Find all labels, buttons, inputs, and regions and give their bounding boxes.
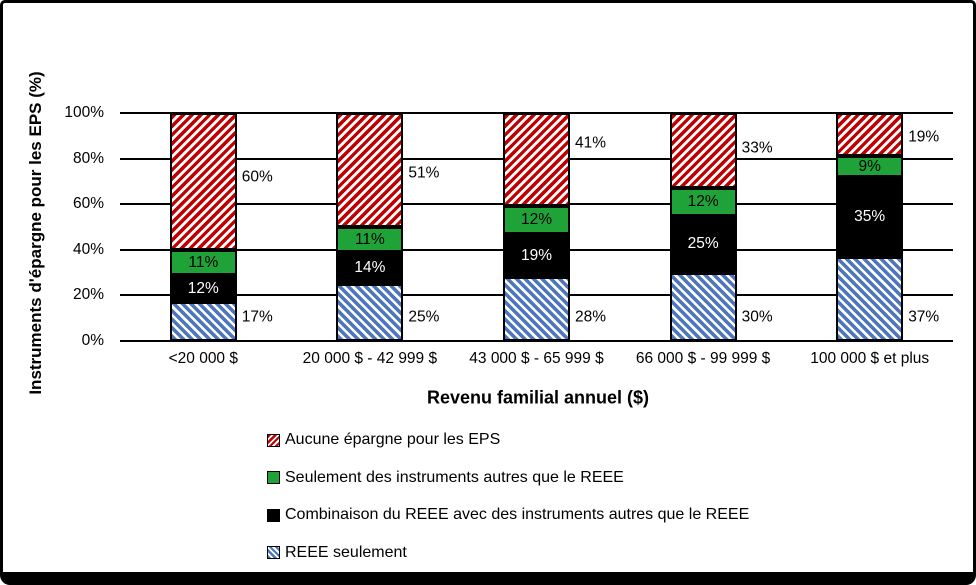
data-label: 28% [575,308,607,326]
bar-segment-red-hatch [669,113,737,189]
legend-marker [267,508,280,522]
data-label: 17% [241,307,273,325]
bar-segment-solid-black: 12% [169,274,237,303]
legend-item: Aucune épargne pour les EPS [267,430,500,450]
data-label: 33% [741,138,773,156]
data-label: 11% [188,253,219,271]
x-category-label: <20 000 $ [168,350,238,367]
legend-item-label: Aucune épargne pour les EPS [285,431,501,448]
legend-item-label: Combinaison du REEE avec des instruments… [285,506,750,523]
data-label: 12% [187,279,219,297]
x-axis-title: Revenu familial annuel ($) [426,387,650,408]
data-label: 30% [741,308,773,326]
data-label: 19% [520,246,553,264]
bar-segment-red-hatch [503,113,570,207]
legend-marker [267,546,280,559]
bar-segment-solid-black: 25% [669,215,737,273]
bar-segment-solid-black: 19% [503,233,570,278]
stacked-bar-chart: 17% 12% 11% 60% 25% 14% 11% 51% 28% 19% 12% 41% 30% 2… [120,112,953,342]
bar-segment-solid-green: 12% [669,188,737,216]
legend-item-label: REEE seulement [285,543,407,561]
legend-marker [267,471,280,484]
bar-segment-solid-green: 11% [169,249,237,275]
bar-segment-solid-green: 9% [836,156,904,177]
bar-segment-solid-black: 35% [836,176,904,257]
x-category-label: 66 000 $ - 99 999 $ [635,350,771,367]
bar-segment-solid-green: 11% [336,227,404,253]
y-tick-label: 100% [64,104,104,121]
legend-item: Seulement des instruments autres que le … [267,468,624,488]
data-label: 14% [354,259,386,277]
bar-segment-blue-hatch [669,272,737,341]
x-category-label: 100 000 $ et plus [810,350,930,367]
y-tick-label: 40% [72,240,104,258]
x-category-label: 20 000 $ - 42 999 $ [302,350,438,367]
data-label: 19% [908,127,940,145]
data-label: 25% [687,235,719,253]
data-label: 25% [408,307,440,325]
data-label: 9% [858,157,881,175]
y-tick-label: 20% [72,286,104,304]
legend-item: REEE seulement [267,543,407,563]
legend-item: Combinaison du REEE avec des instruments… [267,505,749,525]
bar-segment-blue-hatch [836,256,904,341]
bar-segment-solid-green: 12% [503,206,570,234]
bar-segment-blue-hatch [336,284,404,341]
bar-segment-blue-hatch [503,277,570,341]
data-label: 60% [241,168,273,186]
data-label: 11% [354,230,385,248]
data-label: 12% [687,193,719,211]
data-label: 12% [520,211,553,229]
data-label: 51% [408,164,440,182]
y-tick-label: 80% [72,149,104,167]
gridline [120,340,953,342]
legend-item-label: Seulement des instruments autres que le … [285,468,624,486]
bar-segment-red-hatch [169,113,237,250]
data-label: 37% [908,308,940,326]
bar-segment-solid-black: 14% [336,252,404,284]
legend-marker [267,433,280,447]
x-category-label: 43 000 $ - 65 999 $ [469,350,604,367]
data-label: 35% [854,207,886,225]
bar-segment-red-hatch [336,113,404,227]
y-tick-label: 60% [72,195,104,213]
bar-segment-red-hatch [836,113,904,157]
data-label: 41% [575,133,607,151]
bar-segment-blue-hatch [169,302,237,341]
y-tick-label: 0% [81,332,104,349]
